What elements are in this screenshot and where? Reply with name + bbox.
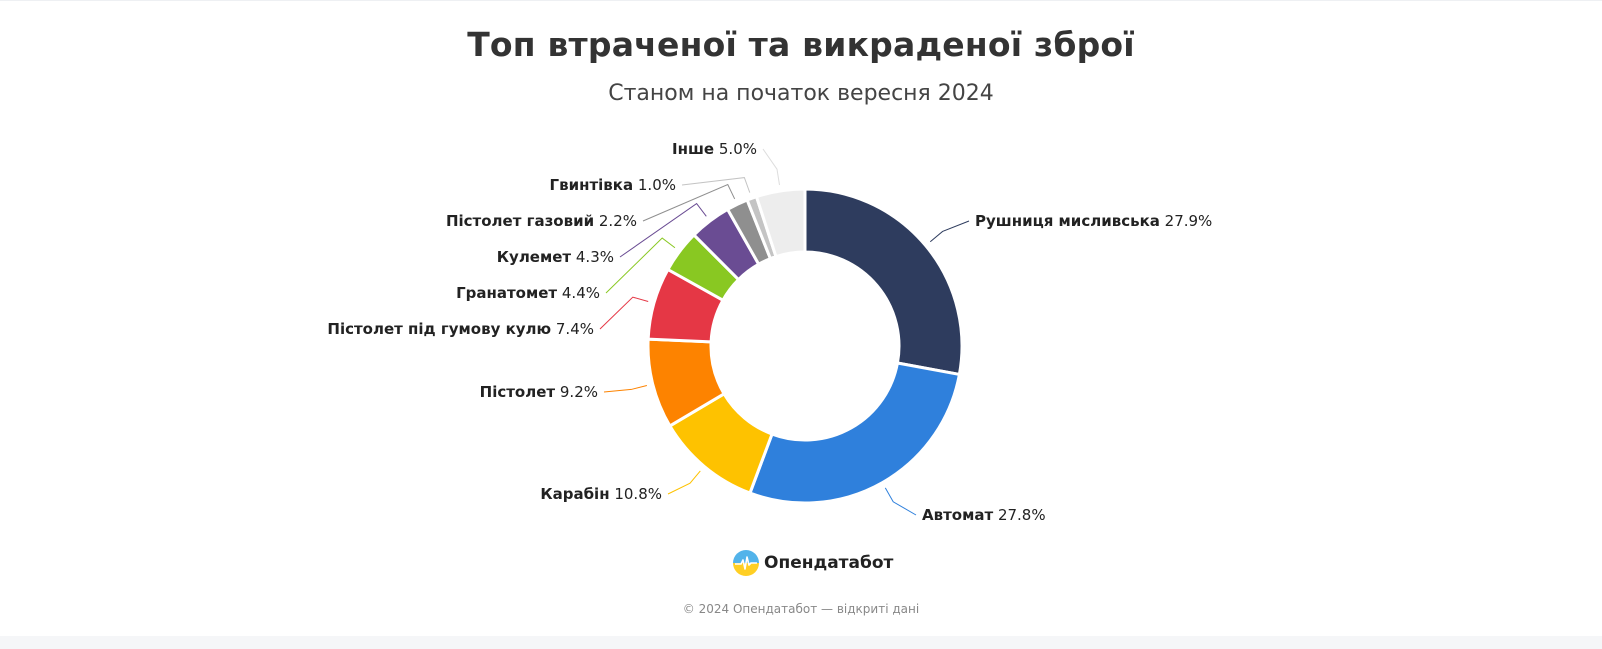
slice-7-label-value: 4.3% [571,248,614,266]
slice-7-label-name: Кулемет [497,248,572,266]
slice-3-label-value: 10.8% [610,485,662,503]
slice-2-label: Автомат 27.8% [922,506,1046,524]
slice-10-label: Інше 5.0% [672,140,757,158]
slice-1-label-value: 27.9% [1160,212,1212,230]
slice-5-label: Пістолет під гумову кулю 7.4% [327,320,594,338]
slice-7-label: Кулемет 4.3% [497,248,614,266]
slice-8-label: Пістолет газовий 2.2% [446,212,637,230]
brand: Опендатабот [733,550,893,576]
slice-5-label-value: 7.4% [551,320,594,338]
slice-8-leader-line [642,183,736,222]
opendatabot-logo-icon [733,550,759,576]
slice-9-label-value: 1.0% [633,176,676,194]
slice-2[interactable] [748,361,961,505]
slice-6-label-value: 4.4% [557,284,600,302]
donut-chart: Рушниця мисливська 27.9% Автомат 27.8% Кар… [327,140,1212,524]
slice-8-label-name: Пістолет газовий [446,212,594,230]
chart-subtitle: Станом на початок вересня 2024 [608,81,994,106]
slice-5-leader-line [599,296,649,330]
slice-9-leader-line [681,177,751,193]
slice-3-leader-line [667,470,701,495]
chart-panel: Топ втраченої та викраденої зброї Станом… [0,0,1602,616]
slice-9-label-name: Гвинтівка [550,176,634,194]
slice-10[interactable] [754,187,807,259]
slice-1-label-name: Рушниця мисливська [975,212,1160,230]
slice-2-label-value: 27.8% [993,506,1045,524]
slice-6-leader-line [605,237,676,294]
slice-8-label-value: 2.2% [594,212,637,230]
slice-3-label-name: Карабін [540,485,609,503]
brand-name: Опендатабот [764,553,894,573]
slice-10-label-value: 5.0% [714,140,757,158]
slice-10-leader-line [762,148,780,186]
slice-4-label-name: Пістолет [480,383,556,401]
slice-4-label-value: 9.2% [555,383,598,401]
slice-4-leader-line [603,385,647,393]
slice-1-leader-line [929,220,970,243]
slice-6-label-name: Гранатомет [456,284,557,302]
slice-4-label: Пістолет 9.2% [480,383,598,401]
slice-2-label-name: Автомат [922,506,993,524]
slice-9-label: Гвинтівка 1.0% [550,176,676,194]
slice-2-leader-line [884,487,917,516]
slice-5-label-name: Пістолет під гумову кулю [327,320,551,338]
slice-1[interactable] [803,187,964,376]
slice-7-leader-line [619,202,707,258]
copyright-text: © 2024 Опендатабот — відкриті дані [682,602,920,616]
slice-1-label: Рушниця мисливська 27.9% [975,212,1212,230]
slice-6-label: Гранатомет 4.4% [456,284,600,302]
slice-3-label: Карабін 10.8% [540,485,662,503]
slice-10-label-name: Інше [672,140,714,158]
chart-title: Топ втраченої та викраденої зброї [467,25,1135,64]
